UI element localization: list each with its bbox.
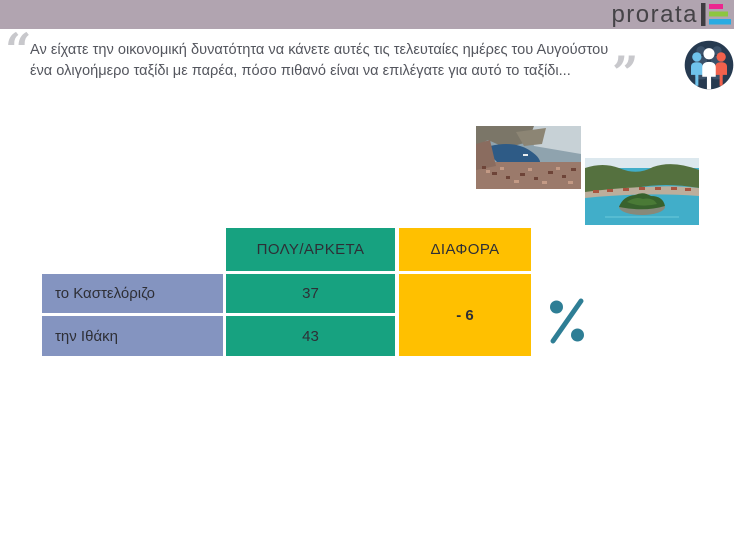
header-bar bbox=[0, 0, 734, 29]
table-value-kastellorizo: 37 bbox=[226, 274, 395, 313]
percent-icon bbox=[550, 298, 584, 344]
photo-ithaki bbox=[585, 158, 699, 225]
table-row-label-ithaki: την Ιθάκη bbox=[42, 316, 223, 356]
table-row-label-kastellorizo: το Καστελόριζο bbox=[42, 274, 223, 313]
prorata-logo-text: prorata bbox=[611, 0, 698, 28]
close-quote: ” bbox=[612, 46, 639, 100]
people-group-icon bbox=[684, 40, 734, 90]
question-line-1: Αν είχατε την οικονομική δυνατότητα να κ… bbox=[30, 42, 609, 58]
table-header-poly-arketa: ΠΟΛΥ/ΑΡΚΕΤΑ bbox=[226, 228, 395, 271]
bar-chart-logo-icon bbox=[701, 2, 731, 26]
prorata-logo: prorata bbox=[611, 0, 731, 29]
table-header-diafora: ΔΙΑΦΟΡΑ bbox=[399, 228, 531, 271]
photo-kastellorizo bbox=[476, 126, 581, 189]
table-value-ithaki: 43 bbox=[226, 316, 395, 356]
table-difference-cell: - 6 bbox=[399, 274, 531, 356]
open-quote: “ bbox=[5, 23, 32, 77]
question-line-2: ένα ολιγοήμερο ταξίδι με παρέα, πόσο πιθ… bbox=[30, 63, 571, 79]
